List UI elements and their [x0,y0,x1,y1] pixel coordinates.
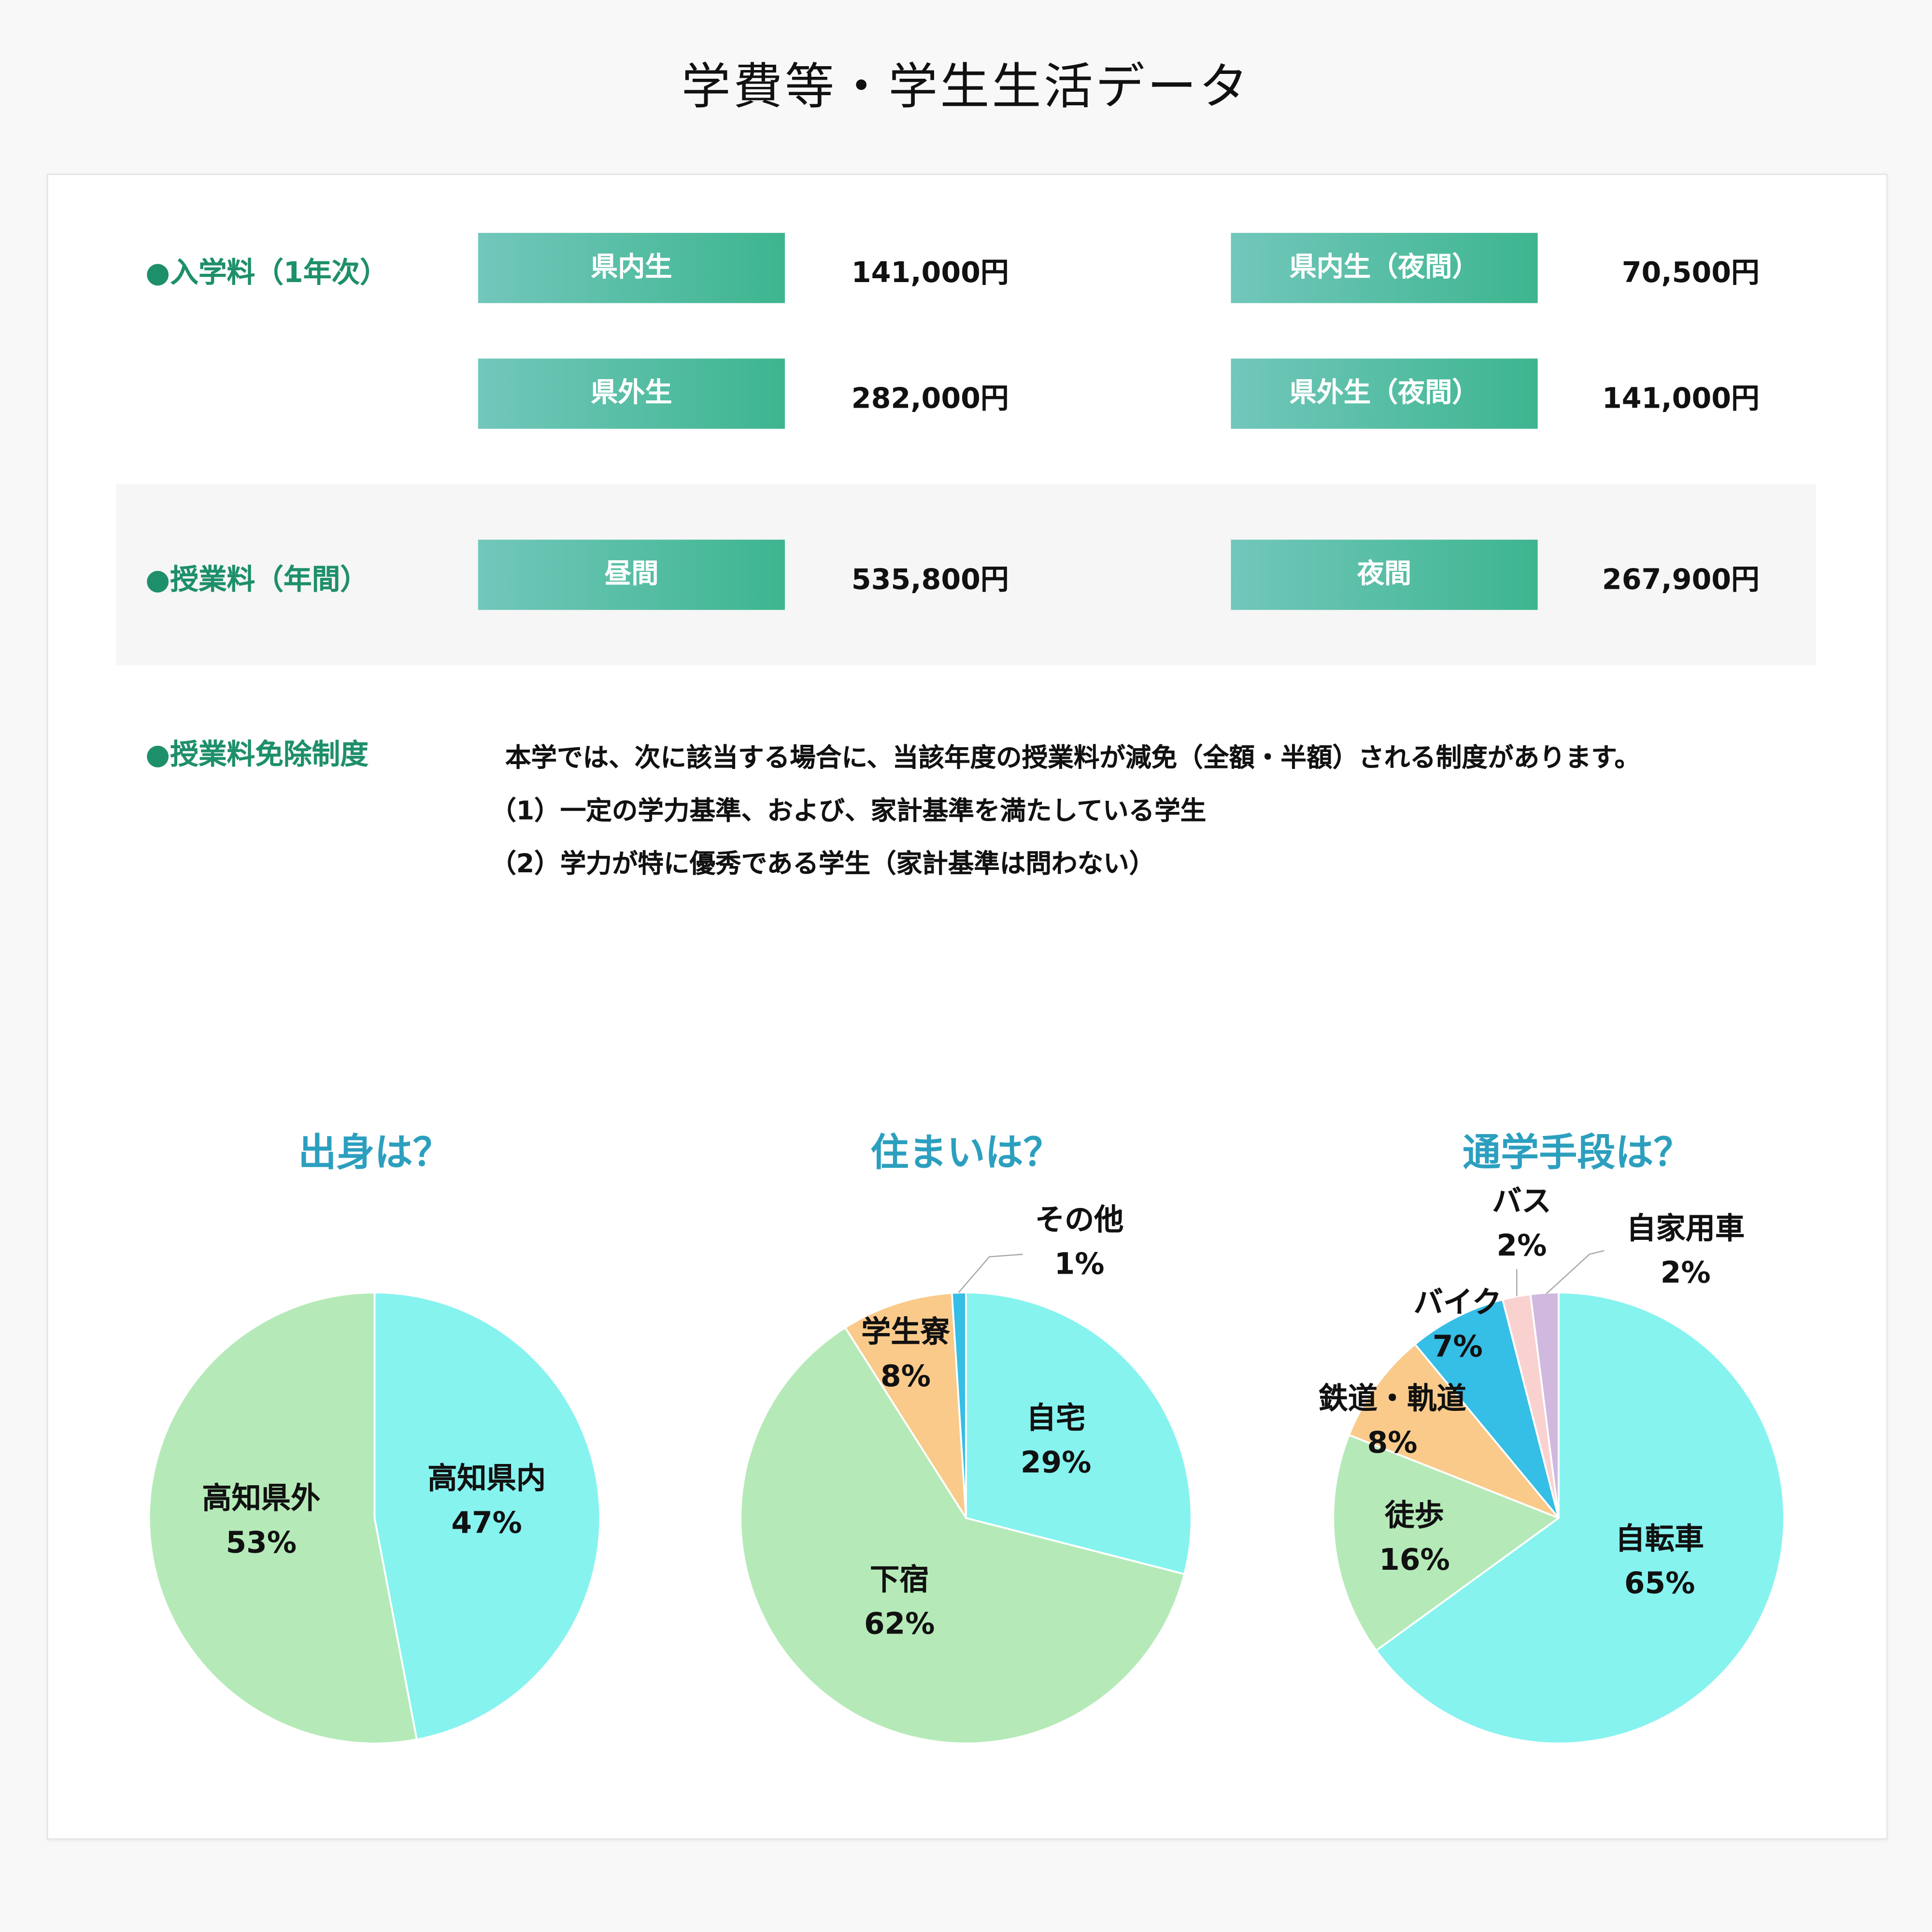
exemption-text: 本学では、次に該当する場合に、当該年度の授業料が減免（全額・半額）される制度があ… [505,743,1641,773]
slice-label: 学生寮 8% [861,1314,950,1394]
tuition-amount: 267,900円 [1602,564,1760,597]
leader-line [958,1253,1023,1293]
slice-label: バイク 7% [1413,1285,1502,1364]
slice-label: 自家用車 2% [1626,1211,1745,1290]
slice-label: 高知県内 47% [427,1461,546,1540]
slice-label: 下宿 62% [864,1562,935,1641]
leader-line [1546,1250,1605,1294]
pie-slice [148,1292,418,1745]
slice-label: 徒歩 16% [1379,1498,1450,1577]
fee-amount: 141,000円 [851,257,1009,290]
tuition-amount: 535,800円 [851,564,1009,597]
slice-label: 鉄道・軌道 8% [1318,1381,1466,1460]
tuition-label: 昼間 [478,540,785,610]
chart-title-housing: 住まいは？ [870,1131,1062,1176]
tuition-heading: ●授業料（年間） [145,564,369,597]
fee-label: 県内生 [478,233,785,303]
pie-slice [373,1292,601,1741]
fee-amount: 70,500円 [1621,257,1760,290]
slice-label: その他 1% [1035,1202,1124,1282]
slice-label: 自転車 65% [1615,1521,1705,1601]
fee-label: 県外生 [478,358,785,429]
fee-amount: 141,000円 [1602,383,1760,415]
pie-slice [1332,1434,1561,1652]
exemption-heading: ●授業料免除制度 [145,739,369,771]
exemption-item: （1）一定の学力基準、および、家計基準を満たしている学生 [490,796,1207,826]
slice-label: 高知県外 53% [202,1481,321,1560]
fee-label: 県外生（夜間） [1231,358,1538,429]
chart-title-origin: 出身は？ [298,1131,451,1176]
pie-slice [844,1292,967,1519]
slice-label: 自宅 29% [1020,1401,1092,1480]
entrance-fee-heading: ●入学料（1年次） [145,257,388,290]
chart-title-commute: 通学手段は？ [1463,1131,1692,1176]
page-title: 学費等・学生生活データ [681,59,1251,116]
pie-slice [965,1292,1193,1576]
pie-slice [739,1326,1186,1745]
exemption-item: （2）学力が特に優秀である学生（家計基準は問わない） [490,849,1155,879]
pie-slice [1413,1298,1560,1519]
tuition-label: 夜間 [1231,540,1538,610]
slice-label: バス 2% [1492,1184,1551,1263]
pie-slice [1348,1343,1560,1519]
fee-amount: 282,000円 [851,383,1009,415]
pie-slice [1375,1292,1785,1745]
fee-label: 県内生（夜間） [1231,233,1538,303]
